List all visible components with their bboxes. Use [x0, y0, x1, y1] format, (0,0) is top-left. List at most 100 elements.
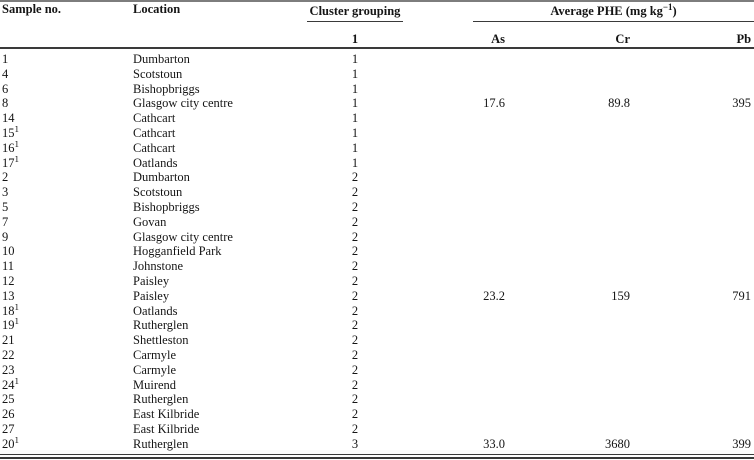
location-cell: Oatlands	[133, 303, 178, 318]
cluster-cell: 1	[351, 52, 359, 66]
cluster-cell: 2	[351, 303, 359, 318]
sub-header-row: 1 As Cr Pb	[0, 27, 754, 49]
phe-unit-superscript: −1	[662, 1, 673, 12]
cr-value-cell: 159	[611, 288, 630, 303]
cluster-cell: 2	[351, 259, 359, 274]
pb-value-cell	[635, 111, 754, 126]
location-cell: Glasgow city centre	[133, 229, 233, 244]
cluster-cell: 2	[351, 185, 359, 200]
as-value-cell	[410, 259, 510, 274]
cluster-cell: 1	[351, 81, 359, 96]
pb-value-cell	[635, 215, 754, 230]
pb-value-cell	[635, 259, 754, 274]
pb-value-cell	[635, 200, 754, 215]
table-row: 25 Rutherglen 2	[0, 392, 754, 407]
sample-no-cell: 14	[2, 111, 15, 126]
cr-value-cell	[510, 363, 635, 378]
sample-no-cell: 12	[2, 273, 15, 288]
location-cell: Hogganfield Park	[133, 244, 222, 259]
cr-value-cell: 89.8	[608, 96, 630, 111]
table-row: 201 Rutherglen 3 33.0 3680 399	[0, 437, 754, 454]
cluster-cell: 1	[351, 155, 359, 170]
as-value-cell: 17.6	[483, 96, 505, 111]
cluster-grouping-header-label: Cluster grouping	[306, 2, 404, 22]
sample-no-cell: 1	[2, 52, 9, 66]
cr-value-cell	[510, 170, 635, 185]
cluster-cell: 1	[351, 125, 359, 140]
pb-value-cell	[635, 363, 754, 378]
pb-value-cell	[635, 141, 754, 156]
location-cell: East Kilbride	[133, 421, 200, 436]
as-value-cell	[410, 422, 510, 437]
sample-no-cell: 10	[2, 244, 15, 259]
cluster-cell: 2	[351, 377, 359, 392]
as-value-cell: 23.2	[483, 288, 505, 303]
table-row: 241 Muirend 2	[0, 378, 754, 393]
sample-no-cell: 6	[2, 81, 9, 96]
sample-no-cell: 171	[2, 155, 19, 170]
pb-value-cell	[635, 230, 754, 245]
table-row: 9 Glasgow city centre 2	[0, 230, 754, 245]
sample-no-cell: 25	[2, 392, 15, 407]
as-value-cell	[410, 378, 510, 393]
average-phe-header: Average PHE (mg kg−1)	[410, 1, 754, 27]
table-row: 8 Glasgow city centre 1 17.6 89.8 395	[0, 96, 754, 111]
cr-value-cell	[510, 318, 635, 333]
location-header: Location	[133, 1, 300, 49]
sample-no-cell: 11	[2, 259, 15, 274]
cr-value-cell	[510, 67, 635, 82]
sample-no-cell: 8	[2, 96, 9, 111]
location-cell: Johnstone	[133, 259, 183, 274]
pb-value-cell	[635, 378, 754, 393]
table-row: 161 Cathcart 1	[0, 141, 754, 156]
location-cell: Dumbarton	[133, 52, 190, 66]
as-value-cell	[410, 126, 510, 141]
pb-value-cell	[635, 244, 754, 259]
table-row: 12 Paisley 2	[0, 274, 754, 289]
cr-value-cell	[510, 274, 635, 289]
cr-value-cell	[510, 200, 635, 215]
location-cell: Rutherglen	[133, 318, 189, 333]
cr-value-cell	[510, 111, 635, 126]
sample-no-cell: 191	[2, 318, 19, 333]
pb-value-cell	[635, 333, 754, 348]
cr-value-cell	[510, 185, 635, 200]
cr-value-cell	[510, 392, 635, 407]
location-cell: Carmyle	[133, 362, 177, 377]
as-value-cell	[410, 318, 510, 333]
table-row: 151 Cathcart 1	[0, 126, 754, 141]
cluster-cell: 2	[351, 273, 359, 288]
location-cell: Carmyle	[133, 347, 177, 362]
as-value-cell	[410, 244, 510, 259]
cr-column-header: Cr	[510, 27, 635, 49]
as-value-cell	[410, 407, 510, 422]
cr-value-cell	[510, 141, 635, 156]
table-row: 3 Scotstoun 2	[0, 185, 754, 200]
cr-value-cell	[510, 82, 635, 97]
location-cell: Rutherglen	[133, 392, 189, 407]
cluster-cell: 2	[351, 214, 359, 229]
table-row: 10 Hogganfield Park 2	[0, 244, 754, 259]
location-cell: Rutherglen	[133, 436, 189, 451]
sample-no-cell: 201	[2, 436, 19, 451]
pb-value-cell	[635, 407, 754, 422]
pb-column-header: Pb	[635, 27, 754, 49]
as-value-cell	[410, 170, 510, 185]
as-value-cell	[410, 200, 510, 215]
sample-no-cell: 241	[2, 377, 19, 392]
sample-no-cell: 22	[2, 347, 15, 362]
pb-value-cell	[635, 48, 754, 67]
table-row: 181 Oatlands 2	[0, 304, 754, 319]
group-header-row: Sample no. Location Cluster grouping Ave…	[0, 1, 754, 49]
cluster-cell: 2	[351, 229, 359, 244]
pb-value-cell	[635, 67, 754, 82]
sample-no-cell: 13	[2, 288, 15, 303]
as-value-cell	[410, 185, 510, 200]
cluster-cell: 2	[351, 333, 359, 348]
sample-no-cell: 26	[2, 407, 15, 422]
cluster-grouping-header: Cluster grouping	[300, 1, 410, 27]
location-cell: Cathcart	[133, 140, 176, 155]
cluster-cell: 2	[351, 199, 359, 214]
